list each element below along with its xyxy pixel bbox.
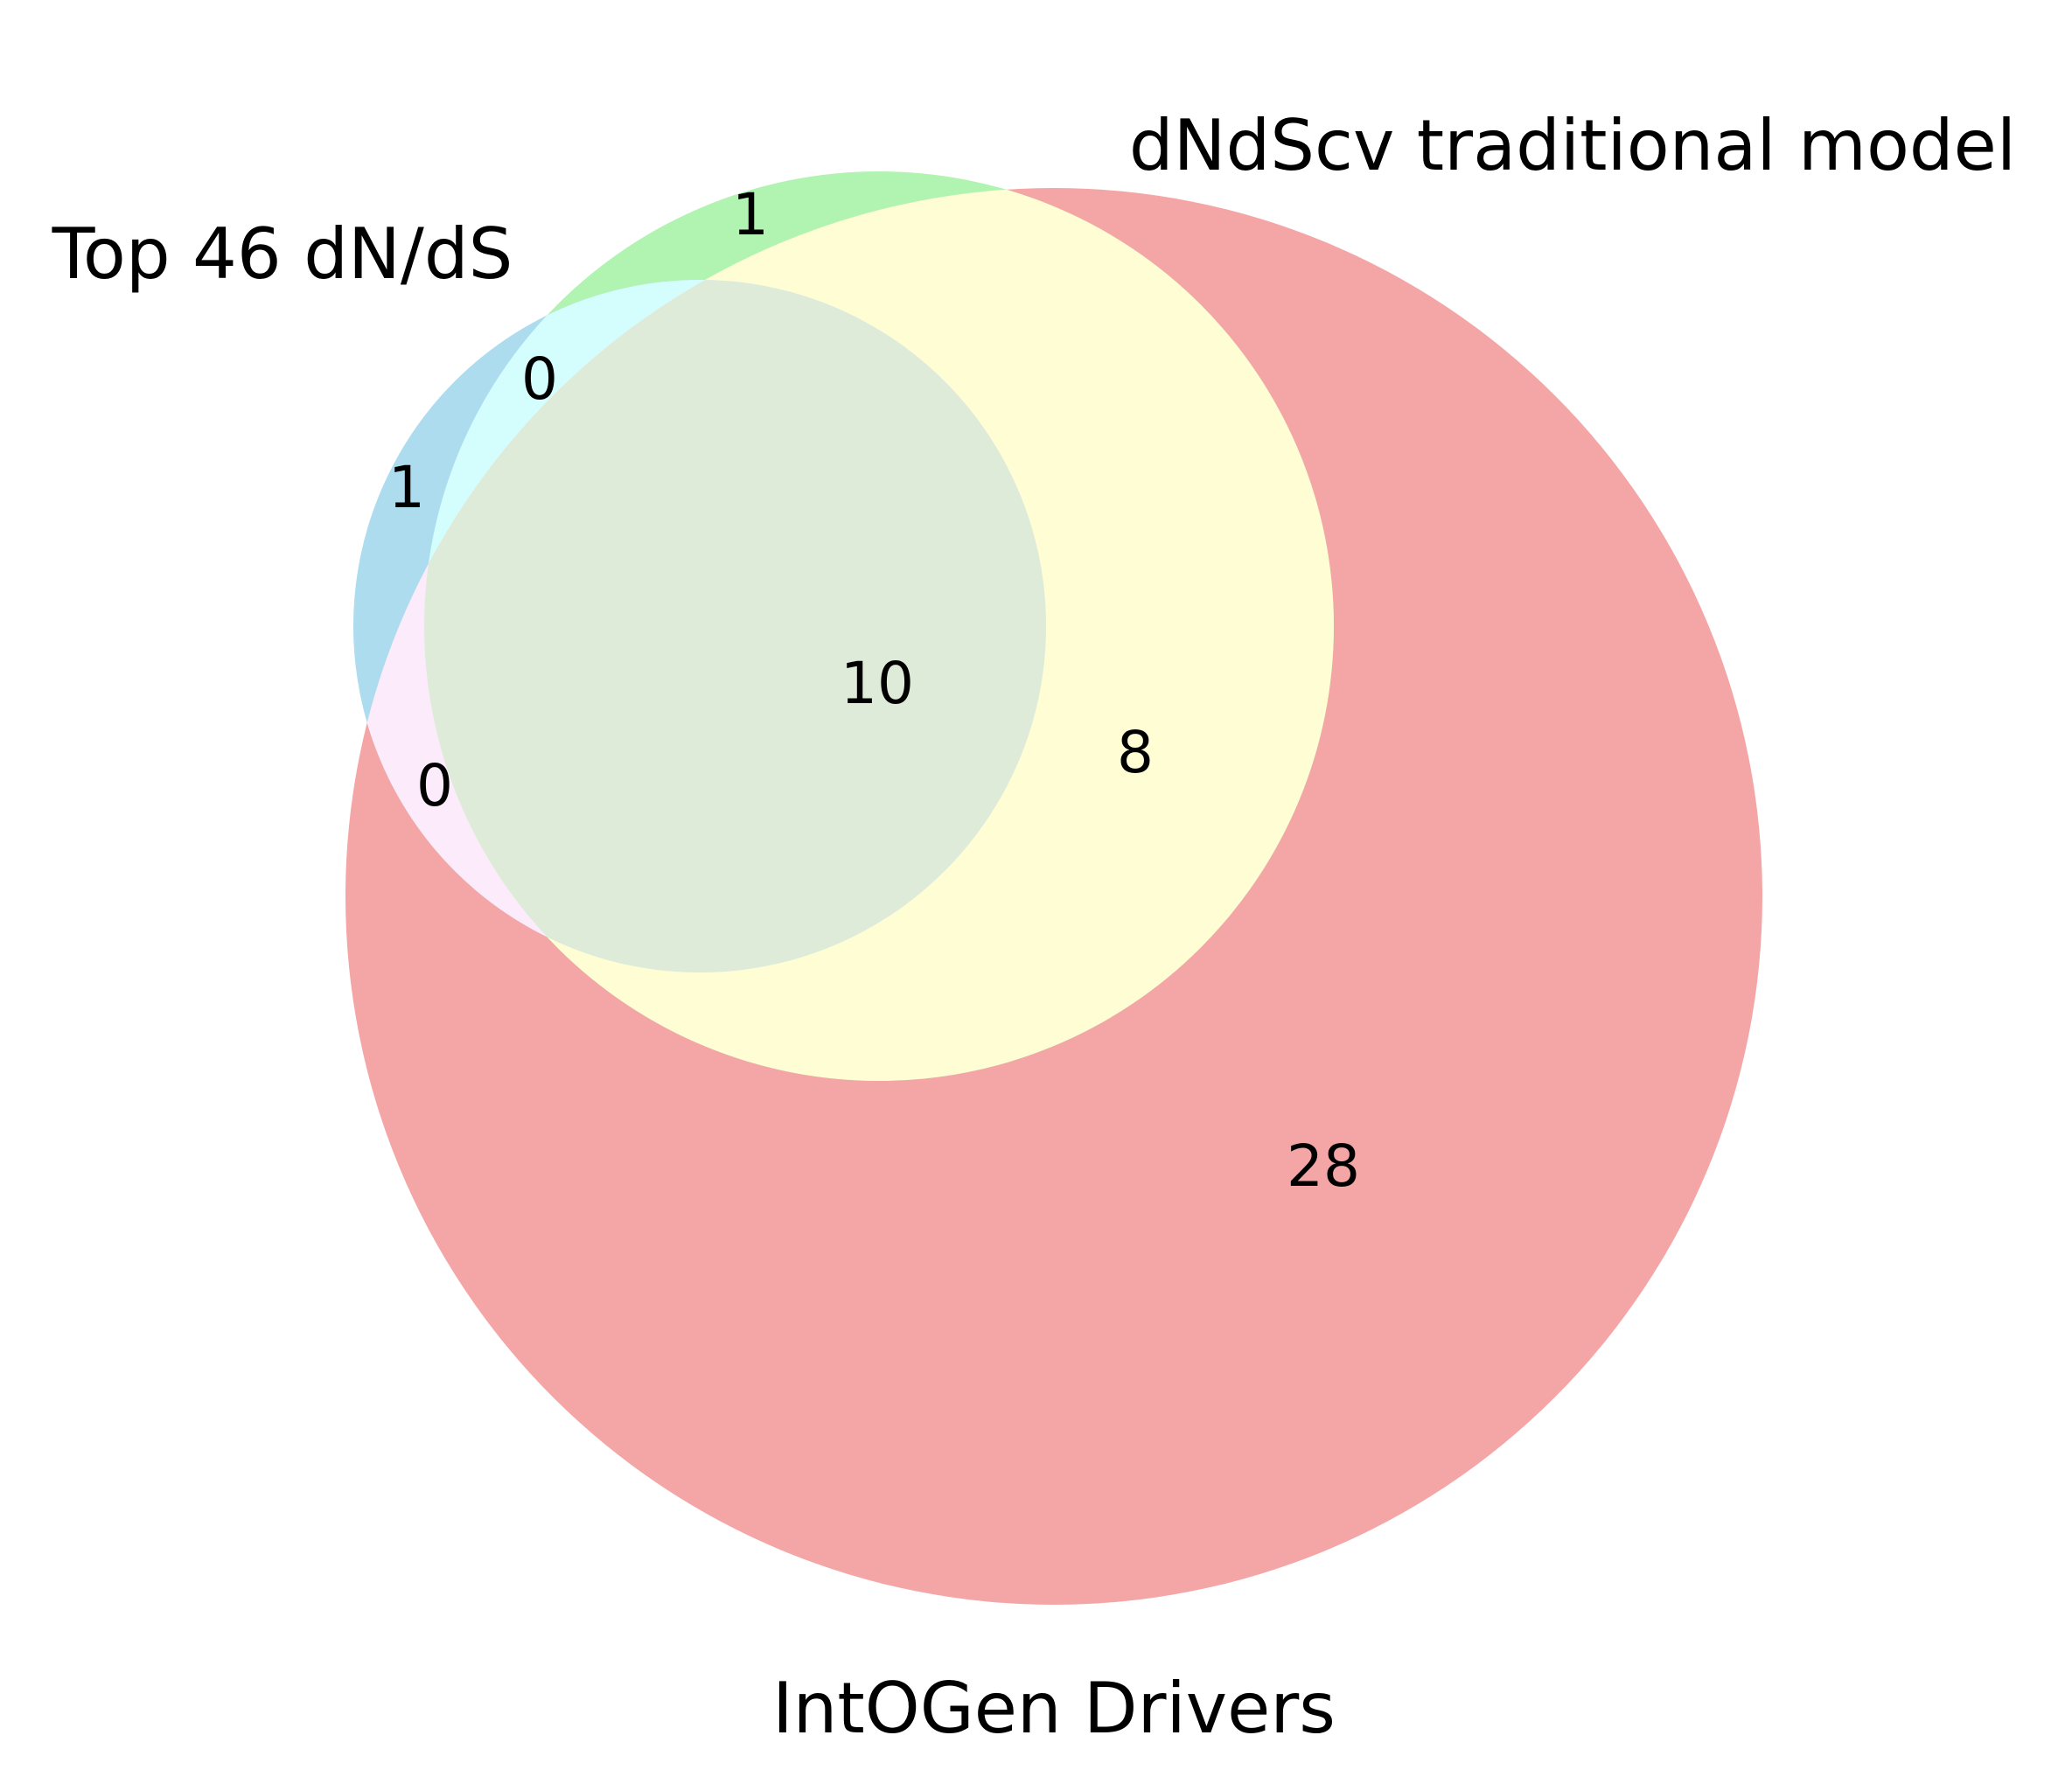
dndscv-set-label: dNdScv traditional model <box>1129 105 2016 186</box>
count-dndscv-intogen: 8 <box>1117 719 1154 786</box>
count-all-three: 10 <box>841 650 914 717</box>
count-top46-only: 1 <box>388 454 425 521</box>
count-dndscv-only: 1 <box>732 181 769 248</box>
count-top46-intogen: 0 <box>416 752 453 819</box>
count-intogen-only: 28 <box>1287 1132 1360 1200</box>
top46-set-label: Top 46 dN/dS <box>52 213 513 295</box>
count-top46-dndscv: 0 <box>521 345 558 413</box>
intogen-set-label: IntOGen Drivers <box>772 1668 1336 1749</box>
all-three-overlap <box>424 280 1046 972</box>
